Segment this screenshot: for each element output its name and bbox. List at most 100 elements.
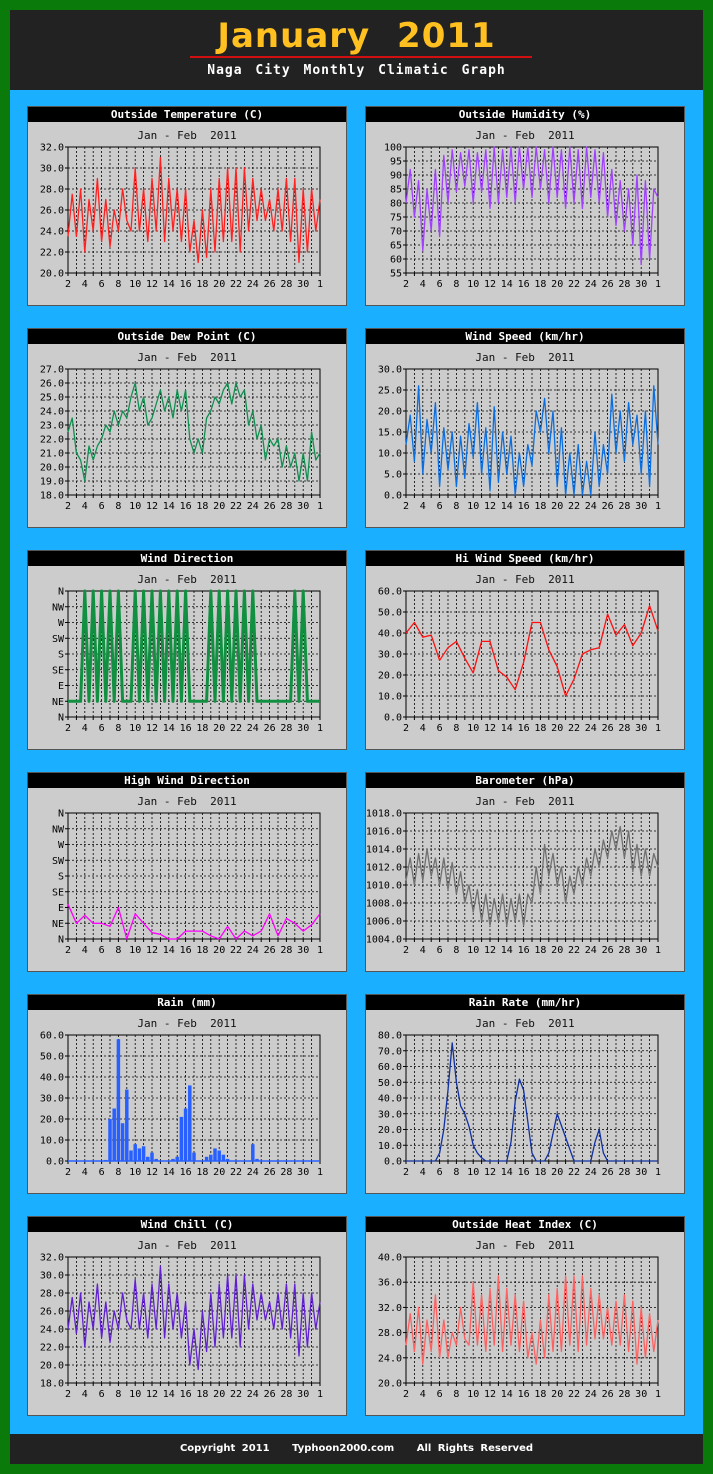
y-tick-label: 32.0: [40, 143, 64, 154]
y-tick-label: 22.0: [40, 1343, 64, 1354]
x-tick-label: 16: [180, 279, 192, 290]
page-title: January 2011: [217, 16, 496, 56]
y-tick-label: 30.0: [378, 1109, 402, 1120]
rain-bar: [204, 1156, 209, 1161]
x-tick-label: 20: [551, 501, 563, 512]
rain-bar: [188, 1085, 192, 1161]
x-tick-label: 1: [655, 945, 661, 956]
x-tick-label: 6: [437, 723, 443, 734]
x-tick-label: 14: [501, 1167, 513, 1178]
x-tick-label: 1: [655, 723, 661, 734]
x-tick-label: 30: [297, 945, 309, 956]
x-tick-label: 1: [655, 501, 661, 512]
y-tick-label: 24.0: [40, 227, 64, 238]
x-tick-label: 28: [280, 279, 292, 290]
chart-title: Outside Temperature (C): [28, 107, 346, 122]
x-tick-label: 20: [551, 279, 563, 290]
y-tick-label: 25.0: [378, 386, 402, 397]
y-tick-label: 50.0: [40, 1052, 64, 1063]
x-tick-label: 26: [264, 723, 276, 734]
x-tick-label: 10: [467, 501, 479, 512]
y-tick-label: SE: [52, 887, 64, 898]
x-tick-label: 4: [82, 1167, 88, 1178]
chart-panel-wind-direction: N NE E SE S SW W NW N 2 4 6 8 10 12 14 16 18 20 22 24 26 28 30 1…: [27, 550, 347, 750]
series-line: [67, 904, 321, 940]
x-tick-label: 14: [501, 723, 513, 734]
chart-period: Jan - Feb 2011: [475, 1017, 575, 1030]
x-tick-label: 28: [618, 1167, 630, 1178]
x-tick-label: 18: [534, 1389, 546, 1400]
x-tick-label: 26: [264, 1167, 276, 1178]
x-tick-label: 6: [99, 1389, 105, 1400]
x-tick-label: 2: [65, 501, 71, 512]
charts-grid: 20.0 22.0 24.0 26.0 28.0 30.0 32.0 2 4 6 8 10 12 14 16…: [10, 90, 703, 1434]
y-tick-label: 26.0: [40, 206, 64, 217]
y-tick-label: 26.0: [40, 1307, 64, 1318]
y-tick-label: 0.0: [384, 713, 402, 724]
x-tick-label: 16: [518, 723, 530, 734]
x-tick-label: 14: [163, 1389, 175, 1400]
y-tick-label: 36.0: [378, 1278, 402, 1289]
y-tick-label: 5.0: [384, 470, 402, 481]
chart-period: Jan - Feb 2011: [137, 351, 237, 364]
series-line: [405, 1275, 659, 1365]
x-tick-label: 8: [115, 501, 121, 512]
y-tick-label: 60.0: [40, 1031, 64, 1042]
x-tick-label: 22: [230, 945, 242, 956]
y-tick-label: N: [58, 713, 64, 724]
x-tick-label: 30: [297, 1167, 309, 1178]
x-tick-label: 8: [453, 1389, 459, 1400]
x-tick-label: 26: [602, 1389, 614, 1400]
x-tick-label: 12: [484, 1389, 496, 1400]
y-tick-label: 75: [390, 213, 402, 224]
x-tick-label: 2: [65, 1167, 71, 1178]
x-tick-label: 6: [99, 945, 105, 956]
x-tick-label: 2: [65, 279, 71, 290]
x-tick-label: 24: [247, 1389, 259, 1400]
x-tick-label: 24: [247, 279, 259, 290]
series-line: [405, 605, 659, 697]
x-tick-label: 12: [484, 1167, 496, 1178]
y-tick-label: 20.0: [378, 1379, 402, 1390]
y-tick-label: 19.0: [40, 477, 64, 488]
x-tick-label: 24: [585, 1389, 597, 1400]
x-tick-label: 14: [501, 501, 513, 512]
y-tick-label: W: [58, 618, 65, 629]
x-tick-label: 30: [297, 501, 309, 512]
series-line: [405, 146, 659, 266]
y-tick-label: 22.0: [40, 248, 64, 259]
x-tick-label: 16: [180, 723, 192, 734]
x-tick-label: 18: [534, 501, 546, 512]
chart-title: Outside Heat Index (C): [366, 1217, 684, 1232]
y-tick-label: 85: [390, 185, 402, 196]
footer-rights: All Rights Reserved: [416, 1443, 534, 1454]
y-tick-label: 22.0: [40, 435, 64, 446]
x-tick-label: 12: [146, 501, 158, 512]
x-tick-label: 1: [317, 279, 323, 290]
x-tick-label: 26: [602, 501, 614, 512]
x-tick-label: 28: [280, 723, 292, 734]
x-tick-label: 4: [420, 945, 426, 956]
y-tick-label: NW: [52, 824, 65, 835]
series-line: [406, 1042, 658, 1162]
x-tick-label: 10: [129, 945, 141, 956]
y-tick-label: 40.0: [378, 629, 402, 640]
y-tick-label: 70: [390, 227, 402, 238]
x-tick-label: 12: [146, 1167, 158, 1178]
x-tick-label: 4: [82, 1389, 88, 1400]
y-tick-label: SW: [52, 634, 65, 645]
x-tick-label: 22: [230, 1389, 242, 1400]
y-tick-label: 20.0: [40, 1361, 64, 1372]
y-tick-label: 20.0: [378, 671, 402, 682]
chart-svg-outside-heat-index-c: 20.024.028.032.036.040.02 4 6 8 10 12 14 16 18 20…: [378, 1253, 661, 1401]
y-tick-label: 55: [390, 269, 402, 280]
footer-site-link[interactable]: Typhoon2000.com: [292, 1443, 395, 1454]
plot-area: [67, 1256, 321, 1384]
x-tick-label: 6: [437, 279, 443, 290]
x-tick-label: 18: [196, 279, 208, 290]
x-tick-label: 28: [280, 945, 292, 956]
x-tick-label: 8: [453, 501, 459, 512]
rain-bar: [150, 1152, 154, 1161]
chart-period: Jan - Feb 2011: [137, 1017, 237, 1030]
